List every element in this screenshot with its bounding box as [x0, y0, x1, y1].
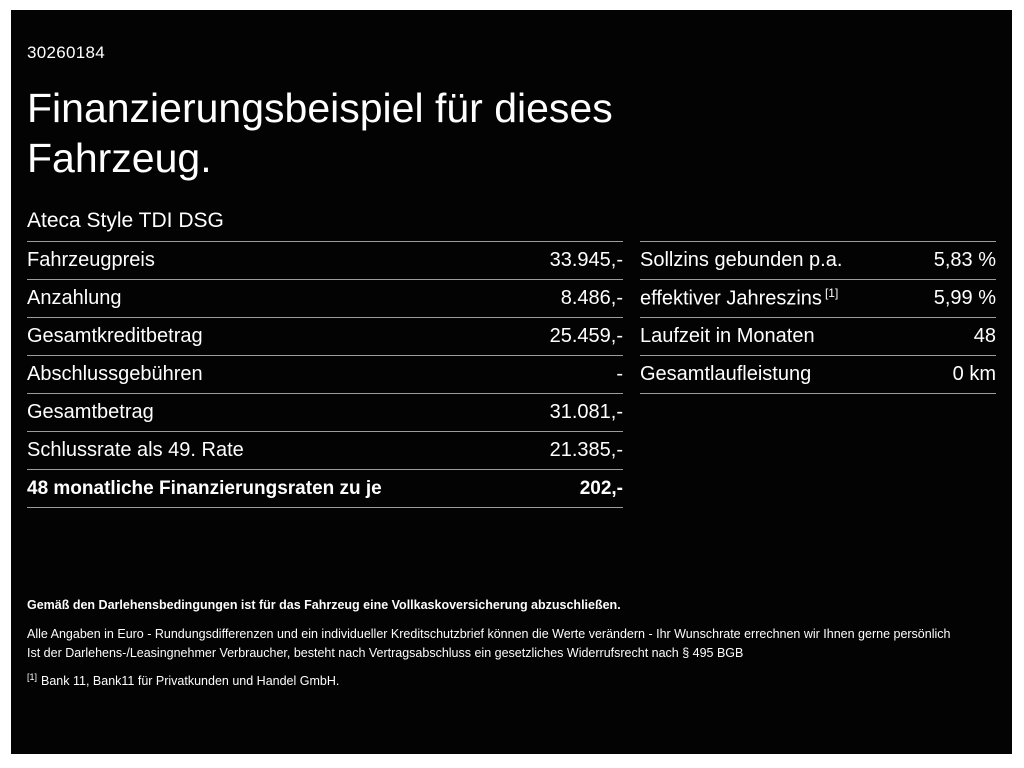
finance-table-left: Fahrzeugpreis 33.945,- Anzahlung 8.486,-…: [27, 241, 623, 509]
footer-disclaimer: Gemäß den Darlehensbedingungen ist für d…: [27, 596, 996, 691]
row-label: Sollzins gebunden p.a.: [640, 249, 843, 272]
finance-sheet: 30260184 Finanzierungsbeispiel für diese…: [11, 10, 1012, 754]
row-label: effektiver Jahreszins [1]: [640, 286, 838, 311]
row-gesamtbetrag: Gesamtbetrag 31.081,-: [27, 393, 623, 431]
finance-table-right: Sollzins gebunden p.a. 5,83 % effektiver…: [640, 241, 996, 395]
row-label: Schlussrate als 49. Rate: [27, 439, 244, 462]
page-title: Finanzierungsbeispiel für dieses Fahrzeug…: [27, 83, 996, 183]
row-value: 25.459,-: [549, 325, 623, 348]
page-title-line2: Fahrzeug.: [27, 135, 212, 182]
footnote-marker: [1]: [824, 286, 839, 301]
footnote-text: Bank 11, Bank11 für Privatkunden und Han…: [41, 674, 340, 689]
row-value: 48: [973, 325, 996, 348]
page-title-line1: Finanzierungsbeispiel für dieses: [27, 85, 613, 131]
row-schlussrate: Schlussrate als 49. Rate 21.385,-: [27, 431, 623, 469]
row-label: Gesamtbetrag: [27, 401, 154, 424]
row-label: Laufzeit in Monaten: [640, 325, 815, 348]
row-label: Gesamtkreditbetrag: [27, 325, 203, 348]
row-sollzins: Sollzins gebunden p.a. 5,83 %: [640, 241, 996, 279]
row-value: 8.486,-: [560, 287, 623, 310]
disclaimer-euro: Alle Angaben in Euro - Rundungsdifferenz…: [27, 626, 951, 641]
row-label: Abschlussgebühren: [27, 363, 203, 386]
row-value: 0 km: [952, 363, 996, 386]
row-label-text: effektiver Jahreszins: [640, 287, 822, 310]
vehicle-name: Ateca Style TDI DSG: [27, 209, 224, 233]
row-value: 33.945,-: [549, 249, 623, 272]
row-laufzeit: Laufzeit in Monaten 48: [640, 317, 996, 355]
row-abschlussgebuehren: Abschlussgebühren -: [27, 355, 623, 393]
row-monatliche-raten: 48 monatliche Finanzierungsraten zu je 2…: [27, 469, 623, 509]
row-label: Anzahlung: [27, 287, 122, 310]
row-label: Fahrzeugpreis: [27, 249, 155, 272]
row-value: 202,-: [579, 477, 623, 499]
row-fahrzeugpreis: Fahrzeugpreis 33.945,-: [27, 241, 623, 279]
disclaimer-widerrufsrecht: Ist der Darlehens-/Leasingnehmer Verbrau…: [27, 645, 744, 660]
row-value: 31.081,-: [549, 401, 623, 424]
finance-tables: Fahrzeugpreis 33.945,- Anzahlung 8.486,-…: [27, 241, 996, 509]
row-gesamtlaufleistung: Gesamtlaufleistung 0 km: [640, 355, 996, 395]
row-value: 5,99 %: [933, 287, 996, 310]
disclaimer-insurance: Gemäß den Darlehensbedingungen ist für d…: [27, 598, 621, 612]
row-effektiver-jahreszins: effektiver Jahreszins [1] 5,99 %: [640, 279, 996, 317]
row-value: 21.385,-: [549, 439, 623, 462]
document-id: 30260184: [27, 43, 106, 62]
row-label: 48 monatliche Finanzierungsraten zu je: [27, 477, 382, 499]
row-value: -: [616, 363, 623, 386]
footnote-marker: [1]: [27, 672, 38, 683]
footnote-bank: [1] Bank 11, Bank11 für Privatkunden und …: [27, 671, 996, 691]
row-label: Gesamtlaufleistung: [640, 363, 812, 386]
row-anzahlung: Anzahlung 8.486,-: [27, 279, 623, 317]
row-gesamtkreditbetrag: Gesamtkreditbetrag 25.459,-: [27, 317, 623, 355]
row-value: 5,83 %: [933, 249, 996, 272]
